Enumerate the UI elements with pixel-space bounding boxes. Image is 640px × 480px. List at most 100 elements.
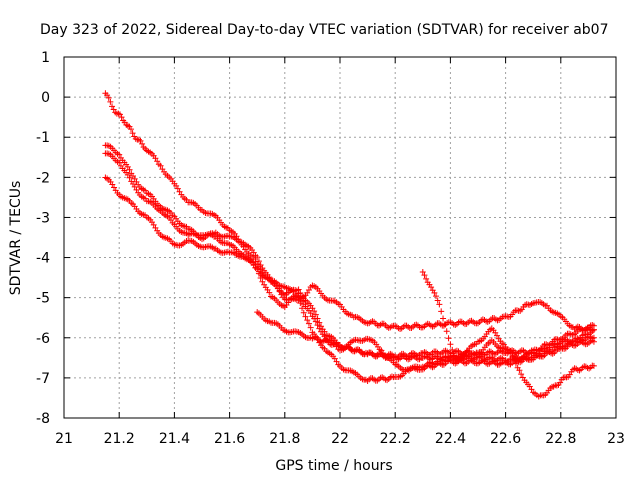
data-point xyxy=(129,130,136,137)
x-tick-label: 21.8 xyxy=(269,431,300,447)
x-tick-label: 21.2 xyxy=(104,431,135,447)
data-point xyxy=(451,352,458,359)
data-point xyxy=(436,301,443,308)
data-point xyxy=(139,140,146,147)
data-point xyxy=(421,272,428,279)
x-axis-label: GPS time / hours xyxy=(275,458,392,474)
data-point xyxy=(105,94,112,101)
data-point xyxy=(266,289,273,296)
x-tick-label: 22.6 xyxy=(490,431,521,447)
series-satellite-6 xyxy=(419,268,597,400)
y-tick-label: -2 xyxy=(36,170,50,186)
data-point xyxy=(509,353,516,360)
data-point xyxy=(131,183,138,190)
data-point xyxy=(137,137,144,144)
data-point xyxy=(434,297,441,304)
data-point xyxy=(443,328,450,335)
data-point xyxy=(300,309,307,316)
y-tick-label: -3 xyxy=(36,210,50,226)
data-point xyxy=(433,293,440,300)
data-point xyxy=(257,261,264,268)
y-tick-label: -8 xyxy=(36,411,50,427)
data-point xyxy=(116,151,123,158)
data-point xyxy=(128,126,135,133)
data-point xyxy=(590,326,597,333)
data-point xyxy=(250,249,257,256)
data-point xyxy=(115,110,122,117)
data-point xyxy=(431,289,438,296)
data-point xyxy=(316,325,323,332)
data-point xyxy=(107,98,114,105)
data-point xyxy=(447,341,454,348)
series-satellite-4 xyxy=(102,174,597,384)
data-point xyxy=(131,175,138,182)
data-point xyxy=(516,367,523,374)
y-tick-label: -6 xyxy=(36,331,50,347)
data-point xyxy=(590,338,597,345)
data-point xyxy=(511,356,518,363)
data-point xyxy=(259,278,266,285)
data-point xyxy=(590,362,597,369)
x-tick-labels: 21 21.2 21.4 21.6 21.8 22 22.2 22.4 22.6 22.8 23 xyxy=(55,431,625,447)
data-point xyxy=(449,346,456,353)
data-point xyxy=(441,321,448,328)
x-tick-label: 21.6 xyxy=(214,431,245,447)
data-point xyxy=(493,332,500,339)
data-point xyxy=(428,284,435,291)
data-point xyxy=(307,324,314,331)
data-point xyxy=(255,258,262,265)
data-point xyxy=(124,122,131,129)
y-tick-label: -5 xyxy=(36,291,50,307)
data-point xyxy=(297,300,304,307)
data-point xyxy=(295,294,302,301)
x-tick-label: 22 xyxy=(331,431,349,447)
data-point xyxy=(311,308,318,315)
y-tick-label: 0 xyxy=(41,90,50,106)
y-tick-label: -4 xyxy=(36,251,50,267)
y-tick-labels: 1 0 -1 -2 -3 -4 -5 -6 -7 -8 xyxy=(36,50,50,427)
y-tick-label: -7 xyxy=(36,371,50,387)
data-point xyxy=(154,158,161,165)
y-axis-label: SDTVAR / TECUs xyxy=(8,181,24,296)
data-markers xyxy=(102,90,597,400)
data-point xyxy=(512,360,519,367)
data-point xyxy=(157,162,164,169)
data-point xyxy=(305,320,312,327)
data-point xyxy=(126,174,133,181)
data-point xyxy=(254,254,261,261)
x-tick-label: 21.4 xyxy=(159,431,190,447)
data-point xyxy=(305,287,312,294)
data-point xyxy=(518,371,525,378)
plot-frame xyxy=(63,56,617,419)
data-point xyxy=(304,317,311,324)
x-tick-label: 23 xyxy=(607,431,625,447)
gridlines xyxy=(64,57,616,418)
data-point xyxy=(150,221,157,228)
data-point xyxy=(312,311,319,318)
x-tick-label: 22.8 xyxy=(545,431,576,447)
data-point xyxy=(333,358,340,365)
data-point xyxy=(302,313,309,320)
y-tick-label: -1 xyxy=(36,130,50,146)
data-point xyxy=(528,386,535,393)
data-point xyxy=(116,159,123,166)
data-point xyxy=(126,166,133,173)
data-point xyxy=(109,181,116,188)
data-point xyxy=(174,185,181,192)
data-point xyxy=(438,308,445,315)
data-point xyxy=(445,335,452,342)
data-point xyxy=(312,318,319,325)
data-point xyxy=(423,275,430,282)
data-point xyxy=(109,103,116,110)
chart-title: Day 323 of 2022, Sidereal Day-to-day VTE… xyxy=(40,22,609,38)
data-point xyxy=(440,315,447,322)
x-tick-label: 22.4 xyxy=(435,431,466,447)
y-tick-label: 1 xyxy=(41,50,50,66)
data-point xyxy=(135,136,142,143)
data-point xyxy=(118,114,125,121)
data-point xyxy=(419,268,426,275)
data-point xyxy=(307,310,314,317)
x-tick-label: 22.2 xyxy=(380,431,411,447)
x-tick-label: 21 xyxy=(55,431,73,447)
